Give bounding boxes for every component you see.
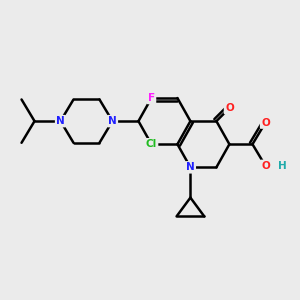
Text: Cl: Cl bbox=[146, 139, 157, 149]
Text: H: H bbox=[278, 161, 287, 171]
Text: N: N bbox=[56, 116, 65, 126]
Text: O: O bbox=[225, 103, 234, 113]
Text: O: O bbox=[261, 161, 270, 171]
Text: N: N bbox=[108, 116, 117, 126]
Text: O: O bbox=[261, 118, 270, 128]
Text: N: N bbox=[186, 162, 195, 172]
Text: F: F bbox=[148, 93, 155, 103]
